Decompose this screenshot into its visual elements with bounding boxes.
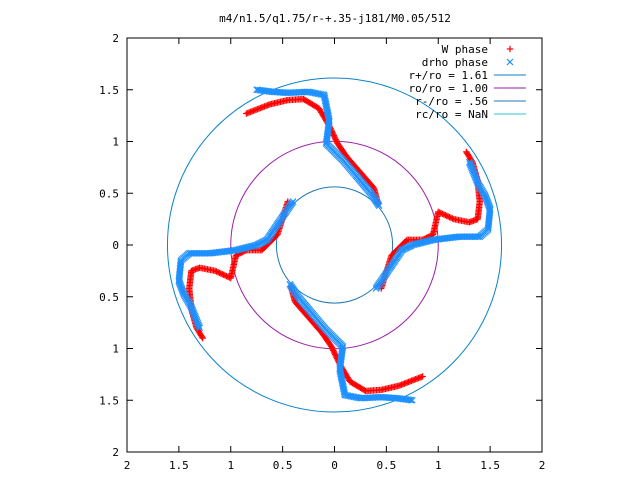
chart-title: m4/n1.5/q1.75/r-+.35-j181/M0.05/512 bbox=[219, 12, 451, 25]
plot-area bbox=[166, 77, 503, 413]
x-tick-label: 1.5 bbox=[480, 459, 500, 472]
legend-label: r+/ro = 1.61 bbox=[409, 69, 488, 82]
point-b bbox=[467, 161, 474, 169]
y-tick-label: 1.5 bbox=[99, 84, 119, 97]
arm-1 bbox=[372, 158, 494, 292]
point-b bbox=[190, 311, 198, 318]
point-b bbox=[195, 321, 202, 329]
x-tick-label: 0.5 bbox=[376, 459, 396, 472]
x-tick-label: 0.5 bbox=[273, 459, 293, 472]
y-tick-label: 2 bbox=[112, 32, 119, 45]
legend-label: ro/ro = 1.00 bbox=[409, 82, 488, 95]
point-b bbox=[473, 176, 480, 184]
x-tick-label: 1.5 bbox=[169, 459, 189, 472]
x-tick-label: 0 bbox=[331, 459, 338, 472]
point-b bbox=[189, 308, 197, 315]
point-b bbox=[192, 314, 199, 321]
y-tick-label: 0.5 bbox=[99, 187, 119, 200]
point-b bbox=[189, 306, 196, 314]
point-b bbox=[191, 312, 199, 320]
legend-label: r-/ro = .56 bbox=[415, 95, 488, 108]
y-tick-label: 2 bbox=[112, 446, 119, 459]
point-b bbox=[190, 309, 198, 317]
point-b bbox=[372, 285, 380, 292]
legend-label: drho phase bbox=[422, 56, 488, 69]
point-b bbox=[253, 86, 261, 94]
y-tick-label: 0 bbox=[112, 239, 119, 252]
series-drho-phase bbox=[175, 86, 494, 404]
point-b bbox=[194, 319, 202, 327]
point-b bbox=[469, 167, 477, 175]
point-b bbox=[195, 322, 203, 330]
point-b bbox=[196, 324, 204, 332]
arm-3 bbox=[175, 198, 297, 332]
x-tick-label: 1 bbox=[227, 459, 234, 472]
point-b bbox=[188, 305, 196, 313]
point-b bbox=[465, 158, 473, 166]
legend-key-cross-b bbox=[506, 58, 514, 66]
point-b bbox=[471, 172, 479, 179]
point-b bbox=[321, 94, 329, 102]
legend-key bbox=[506, 45, 514, 53]
arm-0 bbox=[253, 86, 383, 210]
legend-label: rc/ro = NaN bbox=[415, 108, 488, 121]
point-b bbox=[256, 86, 264, 94]
point-b bbox=[467, 163, 475, 171]
legend-key bbox=[506, 58, 514, 66]
point-b bbox=[405, 396, 413, 404]
point-b bbox=[254, 86, 262, 94]
radius-circle-0 bbox=[166, 77, 503, 413]
point-b bbox=[472, 175, 480, 182]
x-tick-label: 2 bbox=[539, 459, 546, 472]
x-tick-label: 1 bbox=[435, 459, 442, 472]
x-tick-label: 2 bbox=[124, 459, 131, 472]
y-tick-label: 1 bbox=[112, 343, 119, 356]
point-b bbox=[407, 396, 415, 404]
point-b bbox=[470, 169, 477, 176]
point-b bbox=[466, 160, 474, 168]
y-tick-label: 1.5 bbox=[99, 394, 119, 407]
point-b bbox=[470, 170, 478, 178]
y-tick-label: 0.5 bbox=[99, 291, 119, 304]
point-b bbox=[192, 315, 200, 323]
point-b bbox=[193, 318, 201, 326]
radius-circle-2 bbox=[275, 186, 394, 304]
point-b bbox=[468, 166, 476, 174]
point-b bbox=[468, 164, 476, 172]
point-b bbox=[408, 396, 416, 404]
legend-label: W phase bbox=[442, 43, 488, 56]
point-b bbox=[471, 173, 479, 181]
point-b bbox=[193, 316, 201, 324]
point-b bbox=[473, 177, 481, 185]
arm-2 bbox=[286, 280, 416, 404]
point-b bbox=[289, 198, 297, 205]
y-tick-label: 1 bbox=[112, 136, 119, 149]
point-b bbox=[340, 388, 348, 396]
